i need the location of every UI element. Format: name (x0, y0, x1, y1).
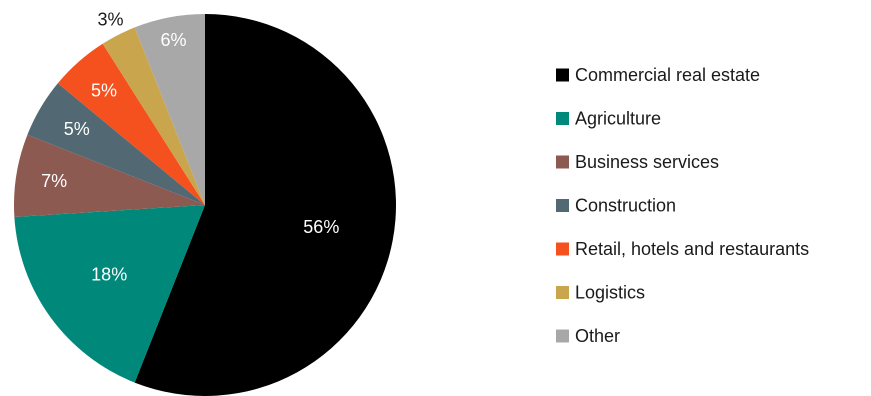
pie-slice-2 (14, 205, 206, 383)
pie-slice-1 (134, 14, 397, 396)
slice-value-label: 5% (64, 119, 90, 139)
legend-label: Other (575, 326, 620, 346)
pie-slice-7 (134, 14, 205, 205)
legend-label: Business services (575, 152, 719, 172)
legend-item: Other (556, 326, 620, 346)
legend-item: Logistics (556, 283, 645, 303)
legend-swatch (556, 199, 569, 212)
slice-value-label: 56% (303, 217, 339, 237)
legend-item: Retail, hotels and restaurants (556, 239, 809, 259)
pie-slice-4 (27, 83, 206, 205)
legend-item: Agriculture (556, 109, 661, 129)
slice-value-label: 3% (97, 10, 123, 30)
legend-item: Business services (556, 152, 719, 172)
legend-item: Commercial real estate (556, 65, 760, 85)
pie-labels: 56% 18% 7% 5%5% 3% 6% (41, 10, 339, 285)
legend-label: Construction (575, 196, 676, 216)
legend-swatch (556, 242, 569, 256)
slice-value-label: 18% (91, 265, 127, 285)
pie-slices (14, 14, 397, 396)
legend-swatch (556, 329, 569, 343)
legend-swatch (556, 112, 569, 125)
pie-slice-3 (14, 134, 206, 217)
legend: Commercial real estate Agriculture Busines… (556, 65, 809, 346)
legend-swatch (556, 155, 569, 169)
legend-label: Retail, hotels and restaurants (575, 239, 809, 259)
legend-label: Agriculture (575, 109, 661, 129)
pie-slice-5 (57, 43, 205, 205)
legend-item: Construction (556, 196, 676, 216)
slice-value-label: 7% (41, 171, 67, 191)
slice-value-label: 5% (91, 80, 117, 100)
legend-swatch (556, 286, 569, 299)
legend-swatch (556, 68, 569, 82)
pie-slice-6 (102, 27, 205, 206)
legend-label: Logistics (575, 283, 645, 303)
legend-label: Commercial real estate (575, 65, 760, 85)
slice-value-label: 6% (160, 30, 186, 50)
